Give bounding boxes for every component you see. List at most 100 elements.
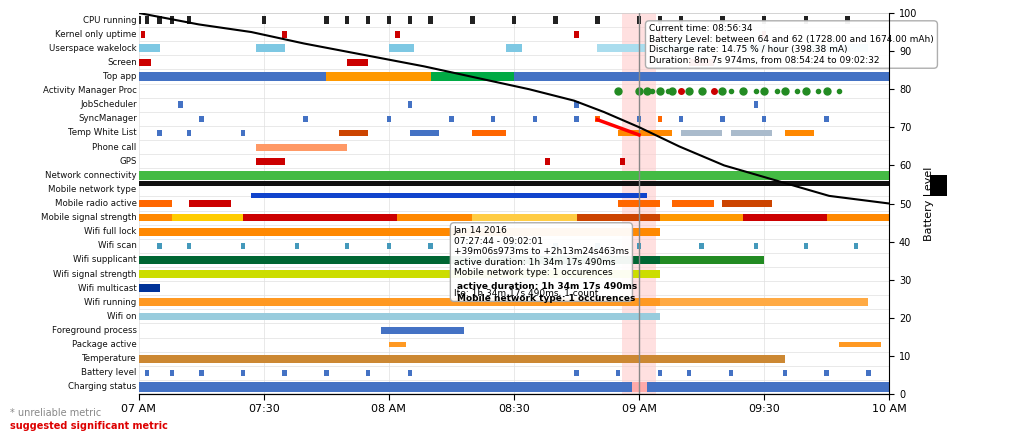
Bar [762, 31, 767, 38]
Text: active duration: 1h 34m 17s 490ms: active duration: 1h 34m 17s 490ms [457, 281, 637, 291]
Y-axis label: Battery Level: Battery Level [924, 166, 934, 241]
Bar [506, 45, 522, 52]
Bar [553, 242, 558, 249]
Bar [178, 101, 183, 108]
Bar [88, 256, 660, 264]
Bar [743, 45, 785, 52]
Bar [595, 242, 599, 249]
Bar [186, 242, 191, 249]
Bar [636, 116, 641, 122]
Text: Foreground process: Foreground process [51, 326, 137, 335]
Bar [681, 130, 723, 136]
Bar [88, 270, 660, 278]
Bar [324, 16, 329, 24]
Bar [199, 116, 204, 122]
Bar [658, 31, 662, 38]
Bar [88, 171, 889, 180]
Bar [429, 16, 433, 24]
Text: Kernel only uptime: Kernel only uptime [56, 29, 137, 39]
Bar [782, 370, 787, 376]
Bar [243, 214, 397, 221]
Bar [407, 370, 412, 376]
Text: Current time: 08:56:34
Battery Level: between 64 and 62 (1728.00 and 1674.00 mAh: Current time: 08:56:34 Battery Level: be… [649, 24, 933, 65]
Text: Network connectivity: Network connectivity [45, 171, 137, 180]
Bar [170, 16, 175, 24]
Bar [339, 130, 368, 136]
Text: Mobile network type: 1 occurences: Mobile network type: 1 occurences [457, 294, 635, 303]
Bar [845, 16, 850, 24]
Bar [491, 116, 495, 122]
Text: Wifi running: Wifi running [84, 298, 137, 307]
Bar [139, 284, 159, 292]
Bar [380, 327, 464, 334]
Bar [366, 16, 370, 24]
Bar [632, 382, 647, 391]
Text: Userspace wakelock: Userspace wakelock [49, 44, 137, 53]
Bar [729, 370, 733, 376]
Bar [514, 72, 639, 81]
Bar [804, 16, 808, 24]
Bar [261, 16, 266, 24]
Bar [256, 143, 347, 151]
Bar [660, 298, 869, 306]
Bar [512, 242, 516, 249]
Bar [470, 16, 475, 24]
Bar [88, 284, 118, 292]
Text: Top app: Top app [103, 72, 137, 81]
Bar [575, 31, 579, 38]
Bar [622, 13, 656, 394]
Bar [575, 116, 579, 122]
Text: Mobile signal strength: Mobile signal strength [41, 213, 137, 222]
Bar [241, 370, 246, 376]
Bar [672, 200, 714, 207]
Text: Mobile radio active: Mobile radio active [54, 199, 137, 208]
Bar [139, 214, 172, 221]
Bar [721, 16, 725, 24]
Text: Battery level: Battery level [81, 368, 137, 378]
Text: Temperature: Temperature [82, 354, 137, 363]
Bar [256, 158, 285, 165]
Text: Wifi full lock: Wifi full lock [84, 227, 137, 236]
Bar [827, 214, 889, 221]
Bar [303, 116, 307, 122]
Bar [512, 16, 516, 24]
Bar [88, 58, 106, 66]
Bar [410, 130, 439, 136]
Bar [157, 242, 161, 249]
Bar [157, 16, 161, 24]
Text: suggested significant metric: suggested significant metric [10, 421, 169, 431]
Bar [618, 130, 672, 136]
Bar [699, 242, 704, 249]
Bar [387, 242, 392, 249]
Bar [145, 16, 149, 24]
Text: Jan 14 2016
07:27:44 - 09:02:01
+39m06s973ms to +2h13m24s463ms
active duration: : Jan 14 2016 07:27:44 - 09:02:01 +39m06s9… [454, 226, 629, 298]
Bar [853, 242, 858, 249]
Text: CPU running: CPU running [83, 16, 137, 25]
Bar [88, 228, 660, 236]
Bar [839, 342, 881, 347]
Bar [387, 16, 392, 24]
Bar [366, 370, 370, 376]
Bar [137, 16, 141, 24]
Bar [114, 58, 151, 66]
Bar [295, 242, 299, 249]
Bar [636, 242, 641, 249]
Bar [324, 370, 329, 376]
Text: Activity Manager Proc: Activity Manager Proc [43, 86, 137, 95]
Bar [431, 72, 514, 81]
Bar [186, 16, 191, 24]
Text: Temp White List: Temp White List [68, 129, 137, 137]
Bar [762, 16, 767, 24]
Bar [97, 45, 159, 52]
Bar [660, 256, 764, 264]
Bar [283, 31, 287, 38]
Bar [930, 175, 947, 196]
Bar [658, 116, 662, 122]
Bar [345, 16, 350, 24]
Bar [620, 158, 625, 165]
Text: GPS: GPS [119, 157, 137, 166]
Bar [754, 101, 758, 108]
Bar [251, 193, 648, 198]
Text: * unreliable metric: * unreliable metric [10, 408, 102, 418]
Bar [141, 31, 145, 38]
